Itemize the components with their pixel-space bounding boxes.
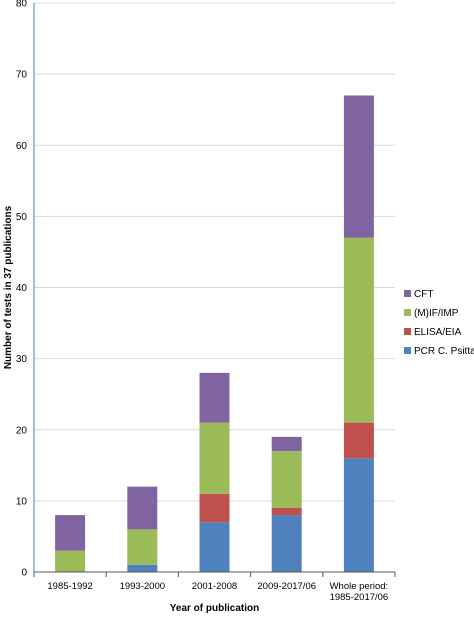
bar-segment <box>199 522 230 572</box>
legend: CFT (M)IF/IMP ELISA/EIA PCR C. Psittaci <box>404 289 474 357</box>
bar-segment <box>127 529 158 565</box>
x-tick-label: 2009-2017/06 <box>257 581 316 592</box>
legend-swatch <box>404 309 411 316</box>
bar-segment <box>55 550 86 572</box>
bar-segment <box>127 486 158 530</box>
bar-segment <box>343 95 374 238</box>
bar-segment <box>343 458 374 572</box>
y-tick-label: 80 <box>16 0 28 10</box>
y-tick-label: 30 <box>16 354 28 365</box>
bar-segment <box>199 493 230 523</box>
bars <box>55 95 374 572</box>
bar-segment <box>199 422 230 494</box>
x-tick-label: Whole period: <box>330 581 389 592</box>
legend-entry: CFT <box>414 289 433 300</box>
bar-segment <box>55 515 86 551</box>
legend-entry: (M)IF/IMP <box>414 308 459 319</box>
x-tick-label: 1985-2017/06 <box>330 592 389 603</box>
x-tick-label: 1985-1992 <box>47 581 92 592</box>
bar-segment <box>271 507 302 516</box>
legend-swatch <box>404 290 411 297</box>
x-tick-label: 2001-2008 <box>192 581 237 592</box>
bar-segment <box>343 422 374 459</box>
legend-entry: PCR C. Psittaci <box>414 346 474 357</box>
legend-swatch <box>404 328 411 335</box>
y-tick-label: 10 <box>16 496 28 507</box>
bar-segment <box>271 436 302 452</box>
legend-swatch <box>404 347 411 354</box>
bar-segment <box>271 515 302 572</box>
gridlines <box>34 2 395 502</box>
y-tick-label: 40 <box>16 283 28 294</box>
axes <box>33 3 396 577</box>
x-tick-labels: 1985-1992 1993-2000 2001-2008 2009-2017/06 W… <box>47 581 388 603</box>
y-tick-label: 50 <box>16 212 28 223</box>
y-tick-labels: 0 10 20 30 40 50 60 70 80 <box>16 0 28 579</box>
bar-segment <box>199 372 230 423</box>
y-axis-label: Number of tests in 37 publications <box>3 205 14 369</box>
x-tick-label: 1993-2000 <box>120 581 165 592</box>
legend-entry: ELISA/EIA <box>414 327 462 338</box>
bar-segment <box>271 451 302 508</box>
x-axis-label: Year of publication <box>170 603 259 614</box>
y-tick-label: 20 <box>16 425 28 436</box>
bar-segment <box>343 237 374 423</box>
bar-segment <box>127 564 158 572</box>
y-tick-label: 0 <box>21 568 27 579</box>
y-tick-label: 60 <box>16 141 28 152</box>
y-tick-label: 70 <box>16 70 28 81</box>
